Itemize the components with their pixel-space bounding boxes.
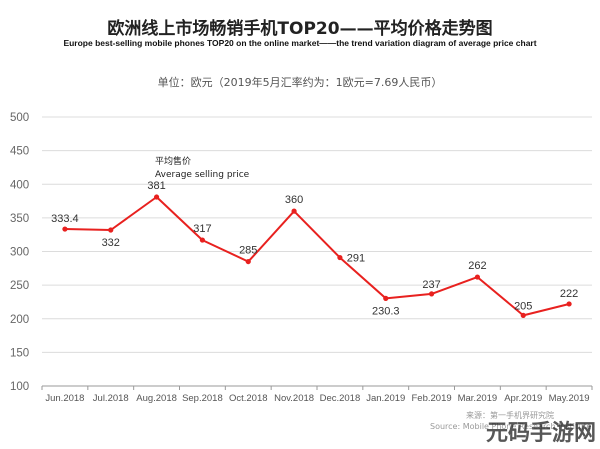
data-point <box>153 194 160 200</box>
data-label: 360 <box>285 194 303 206</box>
x-tick-label: Jan.2019 <box>366 393 405 404</box>
x-tick-label: May.2019 <box>549 393 590 404</box>
data-point <box>199 237 206 243</box>
data-label: 205 <box>514 300 532 312</box>
y-tick-label: 150 <box>10 347 29 359</box>
data-label: 317 <box>193 223 211 235</box>
data-labels: 333.4 332 381 317 285 360 291 230.3 237 262 205 222 <box>51 180 578 317</box>
y-axis-ticks: 100 150 200 250 300 350 400 450 500 <box>10 112 29 393</box>
series-line <box>62 194 572 318</box>
unit-note: 单位：欧元（2019年5月汇率约为：1欧元=7.69人民币） <box>157 76 443 89</box>
x-tick-label: Dec.2018 <box>320 393 361 404</box>
data-point <box>291 208 297 214</box>
data-label: 262 <box>468 260 486 272</box>
data-point <box>62 226 68 232</box>
source-line1: 来源：第一手机界研究院 <box>466 410 554 420</box>
annotation-line1: 平均售价 <box>155 155 191 167</box>
data-label: 333.4 <box>51 213 79 225</box>
y-tick-label: 450 <box>10 146 29 158</box>
x-tick-label: Nov.2018 <box>274 393 314 404</box>
data-point <box>520 312 526 318</box>
data-point <box>245 258 251 265</box>
y-tick-label: 300 <box>10 247 29 259</box>
y-tick-label: 100 <box>10 381 29 393</box>
x-tick-label: Apr.2019 <box>504 393 542 404</box>
x-tick-label: Jul.2018 <box>93 393 129 404</box>
x-tick-label: Feb.2019 <box>412 393 452 404</box>
x-tick-label: Sep.2018 <box>182 393 223 404</box>
data-point <box>383 295 389 301</box>
gridlines <box>42 116 592 353</box>
data-label: 332 <box>102 237 120 249</box>
y-tick-label: 200 <box>10 314 29 326</box>
chart-subtitle: Europe best-selling mobile phones TOP20 … <box>63 38 537 48</box>
x-tick-label: Mar.2019 <box>458 393 498 404</box>
y-tick-label: 500 <box>10 112 29 124</box>
data-point <box>428 291 435 297</box>
data-label: 381 <box>147 180 165 192</box>
y-tick-label: 350 <box>10 213 29 225</box>
watermark-logo: 元码手游网 <box>485 421 596 446</box>
x-axis: Jun.2018 Jul.2018 Aug.2018 Sep.2018 Oct.2018… <box>41 385 593 404</box>
x-tick-label: Oct.2018 <box>229 393 268 404</box>
data-label: 291 <box>347 253 365 265</box>
data-point <box>474 274 481 280</box>
x-tick-label: Jun.2018 <box>45 393 84 404</box>
annotation-line2: Average selling price <box>155 170 250 180</box>
data-label: 222 <box>560 288 578 300</box>
source-line2: Source: Mobile Phone Research Institute <box>430 422 591 431</box>
x-tick-label: Aug.2018 <box>136 393 177 404</box>
data-point <box>337 254 343 261</box>
series-polyline <box>64 196 570 317</box>
y-tick-label: 400 <box>10 179 29 191</box>
y-tick-label: 250 <box>10 280 29 292</box>
data-point <box>566 301 572 307</box>
data-label: 230.3 <box>372 305 400 317</box>
data-label: 237 <box>422 279 440 291</box>
data-label: 285 <box>239 245 257 257</box>
data-point <box>108 227 114 233</box>
chart-title: 欧洲线上市场畅销手机TOP20——平均价格走势图 <box>107 19 493 39</box>
